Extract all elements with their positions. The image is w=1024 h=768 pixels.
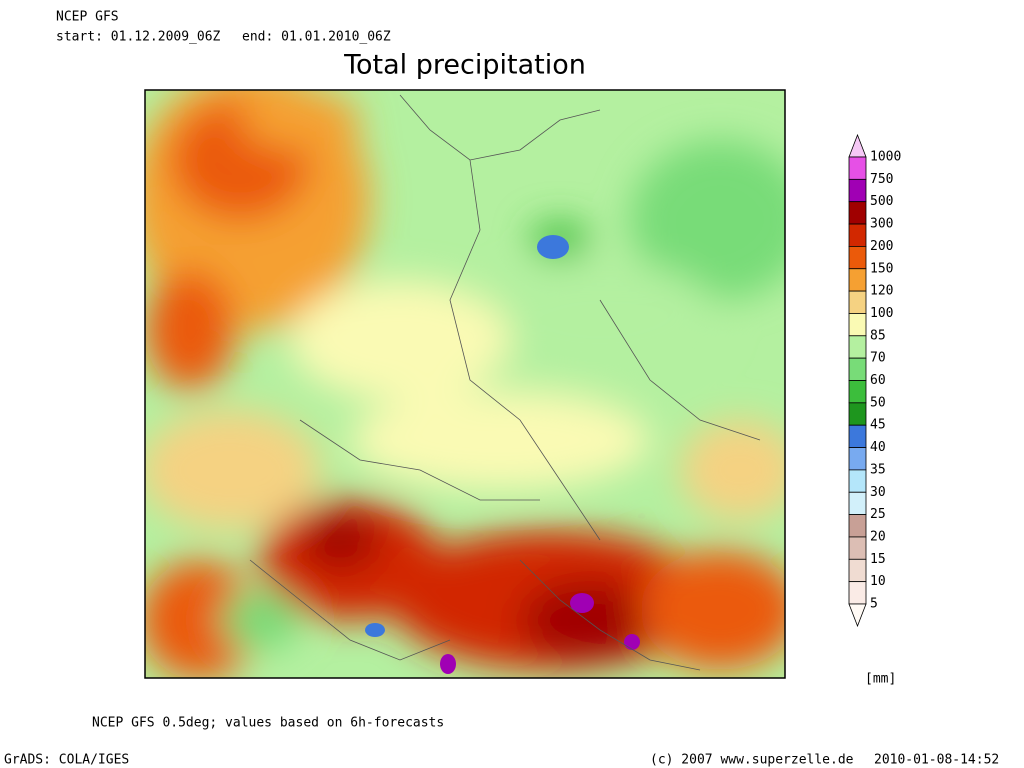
colorbar-label: 500 <box>870 194 893 209</box>
colorbar-label: 60 <box>870 373 886 388</box>
map-frame <box>144 89 786 679</box>
colorbar-box <box>848 491 867 516</box>
legend-unit: [mm] <box>865 672 896 687</box>
colorbar-label: 25 <box>870 507 886 522</box>
colorbar-label: 15 <box>870 552 886 567</box>
colorbar-cap <box>848 603 867 628</box>
colorbar-label: 40 <box>870 440 886 455</box>
colorbar-label: 200 <box>870 239 893 254</box>
colorbar-label: 30 <box>870 485 886 500</box>
colorbar-label: 50 <box>870 395 886 410</box>
colorbar-label: 100 <box>870 306 893 321</box>
colorbar-box <box>848 536 867 560</box>
colorbar-label: 150 <box>870 261 893 276</box>
map-title: Total precipitation <box>343 50 586 81</box>
end-label: end: 01.01.2010_06Z <box>242 30 391 45</box>
colorbar-box <box>848 402 867 426</box>
colorbar-label: 120 <box>870 284 893 299</box>
colorbar-box <box>848 424 867 448</box>
colorbar-label: 45 <box>870 418 886 433</box>
colorbar-label: 20 <box>870 529 886 544</box>
colorbar-label: 300 <box>870 217 893 232</box>
colorbar-box <box>848 514 867 538</box>
footer-software: GrADS: COLA/IGES <box>4 753 129 768</box>
colorbar-label: 85 <box>870 328 886 343</box>
precip-field <box>145 90 785 678</box>
colorbar-box <box>848 469 867 493</box>
footer-copyright: (c) 2007 www.superzelle.de <box>650 753 854 768</box>
colorbar-box <box>848 335 867 359</box>
colorbar-box <box>848 357 867 381</box>
colorbar-box <box>848 201 867 225</box>
footer-note: NCEP GFS 0.5deg; values based on 6h-fore… <box>92 716 444 731</box>
colorbar-box <box>848 581 867 605</box>
colorbar: 1000 750 500 300 200 150 120 100 85 70 60 50 45 40 35 3… <box>848 133 901 628</box>
colorbar-box <box>848 156 867 180</box>
colorbar-box <box>848 178 867 203</box>
colorbar-label: 70 <box>870 351 886 366</box>
start-label: start: 01.12.2009_06Z <box>56 30 221 45</box>
model-label: NCEP GFS <box>56 10 119 25</box>
colorbar-label: 750 <box>870 172 893 187</box>
colorbar-box <box>848 290 867 314</box>
colorbar-box <box>848 313 867 337</box>
footer-timestamp: 2010-01-08-14:52 <box>874 753 999 768</box>
colorbar-box <box>848 447 867 471</box>
colorbar-label: 35 <box>870 462 886 477</box>
colorbar-cap <box>848 133 867 158</box>
colorbar-box <box>848 223 867 247</box>
colorbar-box <box>848 245 867 270</box>
colorbar-box <box>848 268 867 292</box>
colorbar-label: 1000 <box>870 150 901 165</box>
colorbar-label: 5 <box>870 597 878 612</box>
colorbar-box <box>848 380 867 404</box>
colorbar-label: 10 <box>870 574 886 589</box>
colorbar-box <box>848 558 867 583</box>
